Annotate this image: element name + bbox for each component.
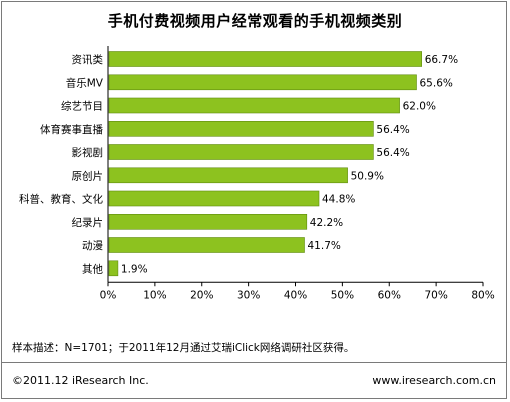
bar-4 xyxy=(108,121,374,137)
category-label: 纪录片 xyxy=(72,216,104,229)
bar-2 xyxy=(108,74,417,91)
bar-8 xyxy=(108,214,308,230)
x-tick-label: 40% xyxy=(284,289,307,301)
category-label: 影视剧 xyxy=(72,146,104,159)
category-label: 科普、教育、文化 xyxy=(19,193,103,206)
value-label: 41.7% xyxy=(308,240,341,252)
value-label: 42.2% xyxy=(310,217,343,229)
value-label: 65.6% xyxy=(420,77,453,89)
category-label: 动漫 xyxy=(82,239,103,252)
x-tick-label: 0% xyxy=(100,289,117,301)
sample-note: 样本描述：N=1701；于2011年12月通过艾瑞iClick网络调研社区获得。 xyxy=(12,342,355,354)
bar-9 xyxy=(108,237,305,253)
bar-6 xyxy=(108,167,348,184)
value-label: 1.9% xyxy=(121,263,148,275)
x-tick-label: 50% xyxy=(331,289,354,301)
value-labels: 66.7% 65.6% 62.0% 56.4% 56.4% 50.9% 44.8% 42.2%… xyxy=(121,54,458,275)
category-label: 体育赛事直播 xyxy=(40,123,103,136)
x-tick-label: 10% xyxy=(143,289,166,301)
category-label: 其他 xyxy=(82,262,103,275)
bar-10 xyxy=(108,260,119,277)
category-label: 综艺节目 xyxy=(61,100,103,113)
bars-group xyxy=(108,51,423,277)
value-label: 66.7% xyxy=(425,54,458,66)
x-tick-label: 30% xyxy=(237,289,260,301)
category-label: 原创片 xyxy=(72,169,104,182)
footer-divider xyxy=(2,362,506,363)
website-link[interactable]: www.iresearch.com.cn xyxy=(372,374,496,387)
value-label: 56.4% xyxy=(376,124,409,136)
value-label: 44.8% xyxy=(322,194,355,206)
value-label: 56.4% xyxy=(376,147,409,159)
value-label: 50.9% xyxy=(351,170,384,182)
bar-3 xyxy=(108,97,400,114)
axes-group xyxy=(107,46,484,287)
x-tick-label: 60% xyxy=(378,289,401,301)
category-label: 音乐MV xyxy=(66,76,104,89)
x-tick-label: 80% xyxy=(471,289,494,301)
category-label: 资讯类 xyxy=(72,53,104,66)
x-tick-label: 70% xyxy=(424,289,447,301)
x-tick-labels: 0% 10% 20% 30% 40% 50% 60% 70% 80% xyxy=(100,289,495,301)
x-tick-label: 20% xyxy=(190,289,213,301)
chart-title: 手机付费视频用户经常观看的手机视频类别 xyxy=(107,12,403,30)
bar-5 xyxy=(108,144,374,160)
bar-1 xyxy=(108,51,423,67)
value-label: 62.0% xyxy=(403,101,436,113)
bar-7 xyxy=(108,190,320,207)
copyright-text: ©2011.12 iResearch Inc. xyxy=(12,374,149,387)
